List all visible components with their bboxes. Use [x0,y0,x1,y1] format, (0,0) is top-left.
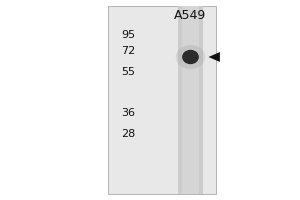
Text: 28: 28 [121,129,135,139]
Bar [182,6,200,194]
Ellipse shape [182,50,199,64]
Text: A549: A549 [174,9,207,22]
Bar [178,6,203,194]
Polygon shape [208,52,220,62]
Text: 55: 55 [121,67,135,77]
Text: 36: 36 [121,108,135,118]
Text: 72: 72 [121,46,135,56]
Ellipse shape [176,45,205,69]
Text: 95: 95 [121,30,135,40]
Bar [108,6,216,194]
